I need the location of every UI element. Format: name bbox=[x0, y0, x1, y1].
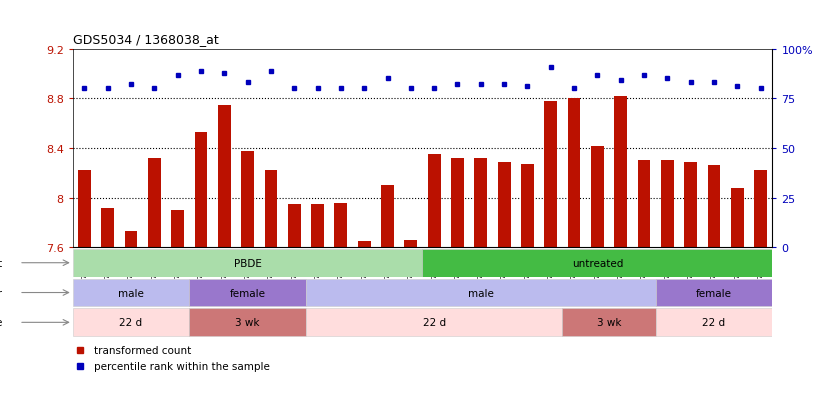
Bar bbox=[78, 171, 91, 248]
Bar bbox=[195, 133, 207, 248]
Bar bbox=[498, 162, 510, 248]
Bar bbox=[591, 146, 604, 248]
Bar bbox=[567, 99, 581, 248]
Text: transformed count: transformed count bbox=[93, 345, 191, 355]
Bar bbox=[731, 188, 743, 248]
Text: male: male bbox=[118, 288, 144, 298]
Text: percentile rank within the sample: percentile rank within the sample bbox=[93, 361, 269, 371]
Bar bbox=[306, 309, 563, 337]
Bar bbox=[563, 309, 656, 337]
Bar bbox=[428, 155, 440, 248]
Bar bbox=[189, 279, 306, 307]
Bar bbox=[656, 309, 772, 337]
Text: 3 wk: 3 wk bbox=[235, 318, 260, 328]
Bar bbox=[521, 165, 534, 248]
Bar bbox=[474, 159, 487, 248]
Bar bbox=[287, 204, 301, 248]
Bar bbox=[306, 279, 656, 307]
Text: 22 d: 22 d bbox=[702, 318, 725, 328]
Bar bbox=[218, 105, 230, 248]
Bar bbox=[423, 249, 772, 277]
Text: female: female bbox=[696, 288, 732, 298]
Bar bbox=[241, 151, 254, 248]
Text: male: male bbox=[468, 288, 494, 298]
Bar bbox=[405, 240, 417, 248]
Text: 22 d: 22 d bbox=[120, 318, 143, 328]
Bar bbox=[264, 171, 278, 248]
Bar bbox=[615, 97, 627, 248]
Bar bbox=[708, 166, 720, 248]
Bar bbox=[73, 279, 189, 307]
Bar bbox=[335, 203, 347, 248]
Bar bbox=[661, 161, 674, 248]
Text: 22 d: 22 d bbox=[423, 318, 446, 328]
Bar bbox=[102, 208, 114, 248]
Bar bbox=[311, 204, 324, 248]
Bar bbox=[381, 186, 394, 248]
Bar bbox=[189, 309, 306, 337]
Bar bbox=[73, 249, 423, 277]
Text: gender: gender bbox=[0, 288, 2, 298]
Bar bbox=[171, 211, 184, 248]
Bar bbox=[638, 161, 650, 248]
Bar bbox=[684, 162, 697, 248]
Text: PBDE: PBDE bbox=[234, 258, 262, 268]
Text: 3 wk: 3 wk bbox=[597, 318, 621, 328]
Text: untreated: untreated bbox=[572, 258, 623, 268]
Bar bbox=[544, 102, 558, 248]
Text: agent: agent bbox=[0, 258, 2, 268]
Text: female: female bbox=[230, 288, 266, 298]
Bar bbox=[73, 309, 189, 337]
Bar bbox=[656, 279, 772, 307]
Text: age: age bbox=[0, 318, 2, 328]
Bar bbox=[754, 171, 767, 248]
Bar bbox=[148, 159, 161, 248]
Bar bbox=[451, 159, 464, 248]
Bar bbox=[125, 232, 137, 248]
Text: GDS5034 / 1368038_at: GDS5034 / 1368038_at bbox=[73, 33, 218, 45]
Bar bbox=[358, 242, 371, 248]
